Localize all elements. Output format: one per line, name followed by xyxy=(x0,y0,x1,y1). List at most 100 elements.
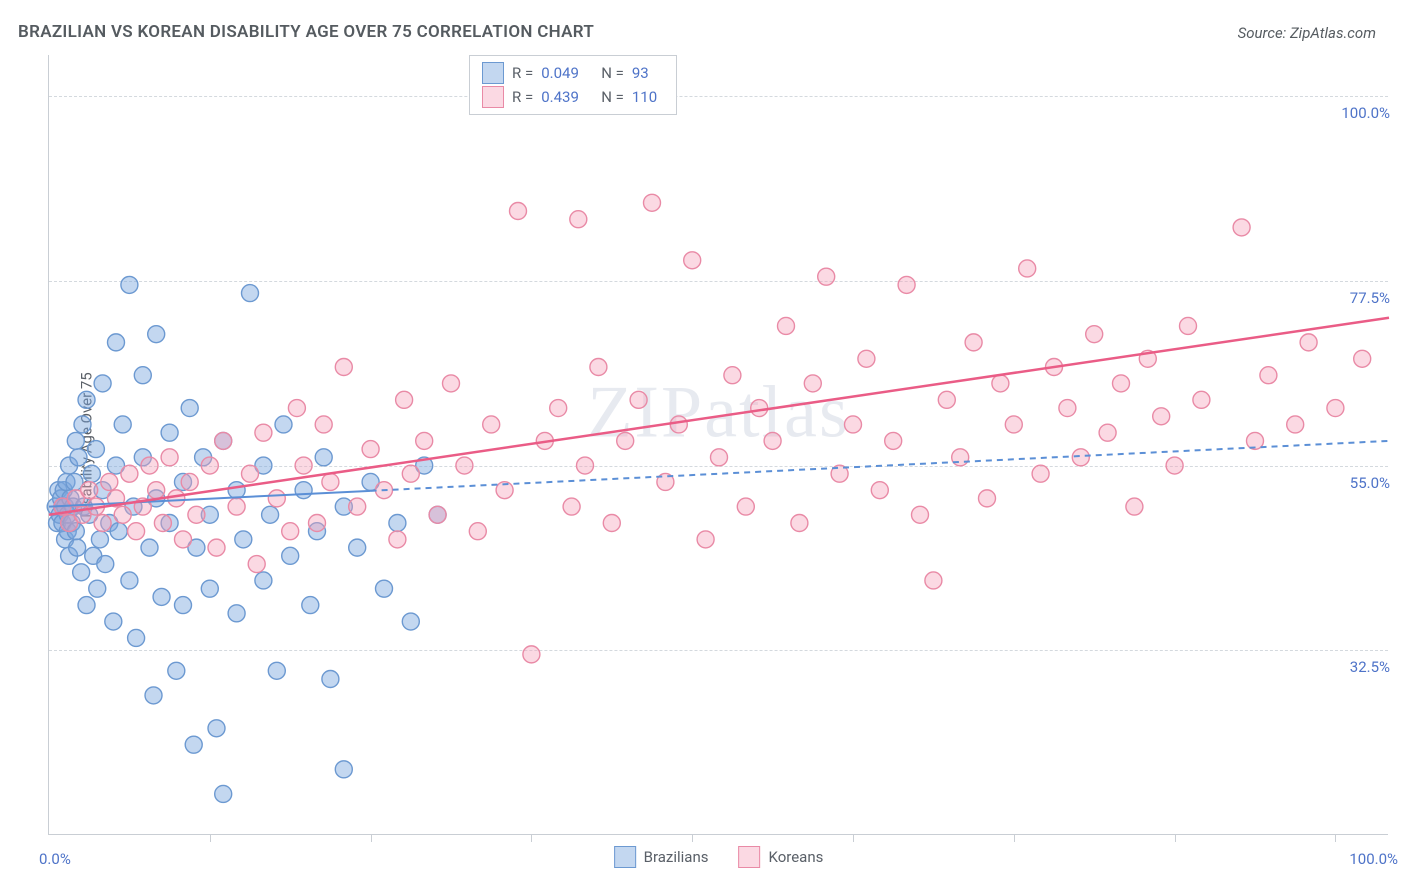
data-point xyxy=(1166,457,1183,474)
chart-container: Disability Age Over 75 100.0%77.5%55.0%3… xyxy=(48,55,1388,835)
data-point xyxy=(94,375,111,392)
data-point xyxy=(114,416,131,433)
data-point xyxy=(965,334,982,351)
data-point xyxy=(215,432,232,449)
data-point xyxy=(145,687,162,704)
data-point xyxy=(1233,219,1250,236)
data-point xyxy=(228,498,245,515)
data-point xyxy=(550,400,567,417)
data-point xyxy=(1099,424,1116,441)
data-point xyxy=(282,547,299,564)
data-point xyxy=(1126,498,1143,515)
data-point xyxy=(215,785,232,802)
data-point xyxy=(402,613,419,630)
data-point xyxy=(309,515,326,532)
data-point xyxy=(1072,449,1089,466)
data-point xyxy=(228,605,245,622)
legend-n-label: N = xyxy=(601,88,624,106)
data-point xyxy=(871,482,888,499)
data-point xyxy=(898,276,915,293)
data-point xyxy=(1260,367,1277,384)
data-point xyxy=(644,194,661,211)
data-point xyxy=(416,432,433,449)
data-point xyxy=(108,334,125,351)
data-point xyxy=(938,391,955,408)
data-point xyxy=(1153,408,1170,425)
data-point xyxy=(242,285,259,302)
data-point xyxy=(91,531,108,548)
data-point xyxy=(185,736,202,753)
data-point xyxy=(711,449,728,466)
data-point xyxy=(737,498,754,515)
data-point xyxy=(389,531,406,548)
data-point xyxy=(78,597,95,614)
legend-r-value-brazilians: 0.049 xyxy=(541,64,593,82)
data-point xyxy=(201,457,218,474)
data-point xyxy=(105,613,122,630)
data-point xyxy=(885,432,902,449)
data-point xyxy=(282,523,299,540)
x-tick xyxy=(210,834,211,842)
data-point xyxy=(563,498,580,515)
data-point xyxy=(335,761,352,778)
legend-n-value-koreans: 110 xyxy=(632,88,662,106)
data-point xyxy=(362,441,379,458)
data-point xyxy=(175,597,192,614)
scatter-layer xyxy=(49,55,1388,834)
data-point xyxy=(349,539,366,556)
data-point xyxy=(570,211,587,228)
data-point xyxy=(396,391,413,408)
data-point xyxy=(349,498,366,515)
data-point xyxy=(483,416,500,433)
x-tick xyxy=(1175,834,1176,842)
swatch-koreans xyxy=(482,86,504,108)
data-point xyxy=(161,424,178,441)
legend-label-koreans: Koreans xyxy=(769,848,824,866)
swatch-koreans-icon xyxy=(739,846,761,868)
data-point xyxy=(818,268,835,285)
legend-r-label: R = xyxy=(512,64,533,82)
data-point xyxy=(97,556,114,573)
data-point xyxy=(148,326,165,343)
data-point xyxy=(577,457,594,474)
data-point xyxy=(925,572,942,589)
data-point xyxy=(764,432,781,449)
data-point xyxy=(1300,334,1317,351)
data-point xyxy=(456,457,473,474)
data-point xyxy=(1113,375,1130,392)
data-point xyxy=(845,416,862,433)
data-point xyxy=(1287,416,1304,433)
plot-area: 100.0%77.5%55.0%32.5% ZIPatlas R = 0.049… xyxy=(48,55,1388,835)
data-point xyxy=(1180,317,1197,334)
data-point xyxy=(1354,350,1371,367)
data-point xyxy=(181,400,198,417)
data-point xyxy=(1327,400,1344,417)
data-point xyxy=(979,490,996,507)
legend-label-brazilians: Brazilians xyxy=(644,848,709,866)
data-point xyxy=(134,367,151,384)
data-point xyxy=(175,531,192,548)
data-point xyxy=(952,449,969,466)
data-point xyxy=(110,523,127,540)
data-point xyxy=(148,482,165,499)
x-axis-end-label: 100.0% xyxy=(1349,850,1398,868)
legend-r-label: R = xyxy=(512,88,533,106)
data-point xyxy=(248,556,265,573)
data-point xyxy=(295,482,312,499)
data-point xyxy=(295,457,312,474)
data-point xyxy=(288,400,305,417)
data-point xyxy=(74,416,91,433)
data-point xyxy=(1086,326,1103,343)
data-point xyxy=(121,465,138,482)
data-point xyxy=(78,391,95,408)
data-point xyxy=(235,531,252,548)
data-point xyxy=(315,449,332,466)
data-point xyxy=(168,662,185,679)
data-point xyxy=(1193,391,1210,408)
data-point xyxy=(429,506,446,523)
data-point xyxy=(804,375,821,392)
legend-item-brazilians: Brazilians xyxy=(614,846,709,868)
data-point xyxy=(208,720,225,737)
data-point xyxy=(114,506,131,523)
data-point xyxy=(590,359,607,376)
